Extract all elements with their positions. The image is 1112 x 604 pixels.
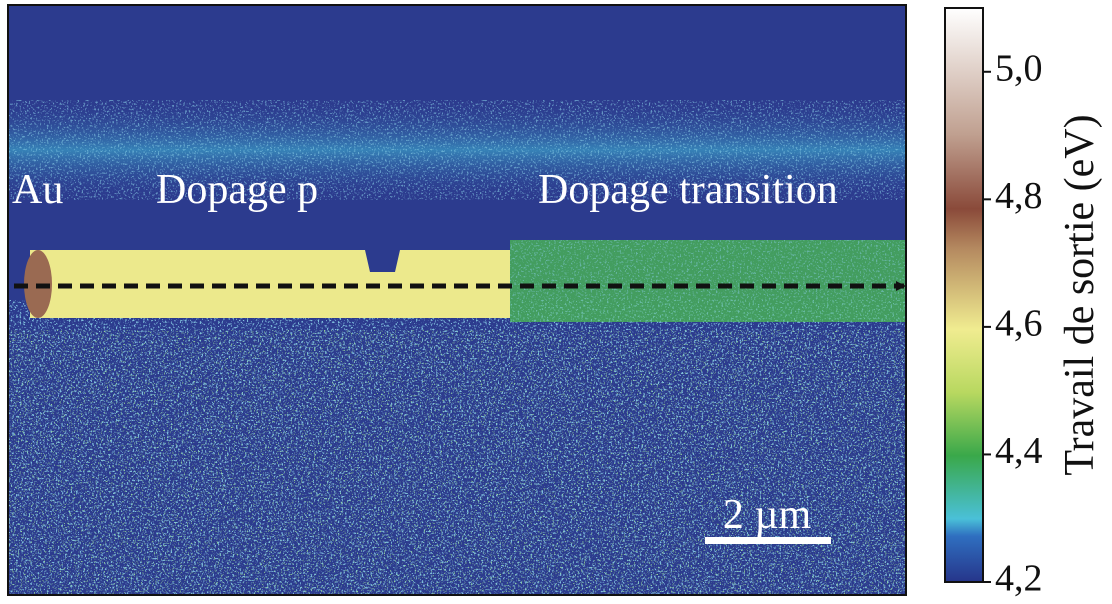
colorbar: Travail de sortie (eV) 4,2 4,4 4,6 4,8 5,0 [944,7,1103,600]
region-label: Au [12,167,63,213]
map-frame [7,4,907,596]
tick-label: 5,0 [995,47,1043,89]
tick-label: 4,8 [995,175,1043,217]
region-label: Dopage p [156,167,318,213]
region-label: Dopage transition [538,167,838,213]
speckle [8,100,906,200]
speckle [510,240,906,322]
colorbar-title: Travail de sortie (eV) [1057,114,1103,475]
tick-label: 4,2 [995,558,1043,600]
tick-label: 4,6 [995,303,1043,345]
tick-label: 4,4 [995,430,1043,472]
scale-bar [705,537,831,544]
scale-bar-label: 2 µm [723,492,812,538]
colorbar-gradient [944,7,984,583]
speckle [8,330,906,595]
map: Au Dopage p Dopage transition 2 µm [7,4,907,596]
